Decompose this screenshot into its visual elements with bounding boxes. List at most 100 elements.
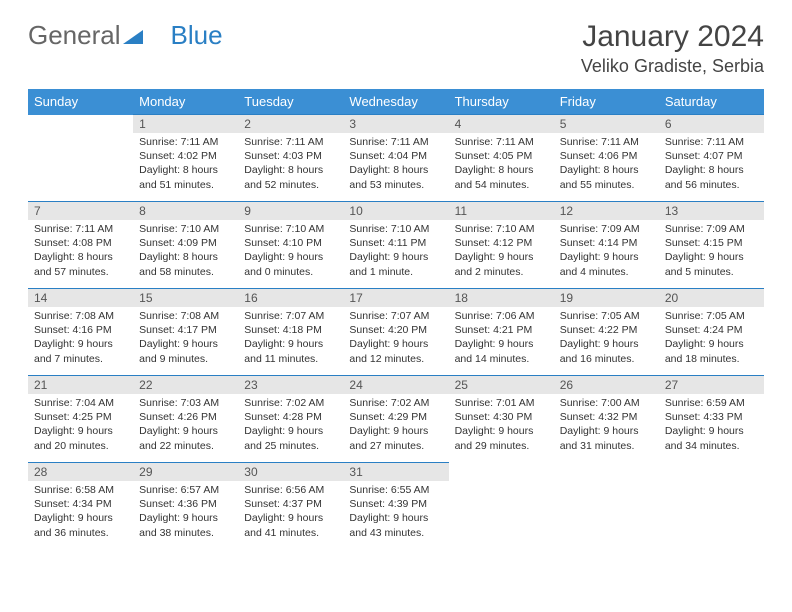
- calendar-head: SundayMondayTuesdayWednesdayThursdayFrid…: [28, 89, 764, 115]
- calendar-day-cell: 4Sunrise: 7:11 AMSunset: 4:05 PMDaylight…: [449, 115, 554, 202]
- day-details: Sunrise: 7:10 AMSunset: 4:11 PMDaylight:…: [343, 220, 448, 283]
- day-number: 9: [238, 202, 343, 220]
- calendar-day-cell: 23Sunrise: 7:02 AMSunset: 4:28 PMDayligh…: [238, 376, 343, 463]
- day-number: 31: [343, 463, 448, 481]
- day-details: Sunrise: 7:07 AMSunset: 4:20 PMDaylight:…: [343, 307, 448, 370]
- month-title: January 2024: [581, 20, 764, 54]
- day-number: 28: [28, 463, 133, 481]
- calendar-day-cell: 9Sunrise: 7:10 AMSunset: 4:10 PMDaylight…: [238, 202, 343, 289]
- day-details: Sunrise: 7:02 AMSunset: 4:28 PMDaylight:…: [238, 394, 343, 457]
- day-number: 26: [554, 376, 659, 394]
- day-details: Sunrise: 7:08 AMSunset: 4:16 PMDaylight:…: [28, 307, 133, 370]
- day-details: Sunrise: 6:57 AMSunset: 4:36 PMDaylight:…: [133, 481, 238, 544]
- day-number: 15: [133, 289, 238, 307]
- calendar-day-cell: 27Sunrise: 6:59 AMSunset: 4:33 PMDayligh…: [659, 376, 764, 463]
- day-details: Sunrise: 7:07 AMSunset: 4:18 PMDaylight:…: [238, 307, 343, 370]
- day-number: 16: [238, 289, 343, 307]
- logo-triangle-icon: [123, 20, 143, 51]
- calendar-day-cell: 22Sunrise: 7:03 AMSunset: 4:26 PMDayligh…: [133, 376, 238, 463]
- day-details: Sunrise: 7:11 AMSunset: 4:06 PMDaylight:…: [554, 133, 659, 196]
- day-number: 19: [554, 289, 659, 307]
- calendar-day-cell: 3Sunrise: 7:11 AMSunset: 4:04 PMDaylight…: [343, 115, 448, 202]
- day-number: 29: [133, 463, 238, 481]
- title-block: January 2024 Veliko Gradiste, Serbia: [581, 20, 764, 77]
- logo-text-2: Blue: [171, 20, 223, 51]
- day-details: Sunrise: 7:10 AMSunset: 4:10 PMDaylight:…: [238, 220, 343, 283]
- calendar-day-cell: 25Sunrise: 7:01 AMSunset: 4:30 PMDayligh…: [449, 376, 554, 463]
- day-number: 12: [554, 202, 659, 220]
- day-details: Sunrise: 7:11 AMSunset: 4:02 PMDaylight:…: [133, 133, 238, 196]
- calendar-day-cell: 29Sunrise: 6:57 AMSunset: 4:36 PMDayligh…: [133, 463, 238, 550]
- calendar-day-cell: [28, 115, 133, 202]
- calendar-day-cell: 2Sunrise: 7:11 AMSunset: 4:03 PMDaylight…: [238, 115, 343, 202]
- day-details: Sunrise: 7:04 AMSunset: 4:25 PMDaylight:…: [28, 394, 133, 457]
- location: Veliko Gradiste, Serbia: [581, 56, 764, 77]
- day-number: 4: [449, 115, 554, 133]
- calendar-day-cell: 30Sunrise: 6:56 AMSunset: 4:37 PMDayligh…: [238, 463, 343, 550]
- calendar-day-cell: 1Sunrise: 7:11 AMSunset: 4:02 PMDaylight…: [133, 115, 238, 202]
- day-number: 10: [343, 202, 448, 220]
- calendar-table: SundayMondayTuesdayWednesdayThursdayFrid…: [28, 89, 764, 549]
- calendar-day-cell: 11Sunrise: 7:10 AMSunset: 4:12 PMDayligh…: [449, 202, 554, 289]
- weekday-header: Friday: [554, 89, 659, 115]
- calendar-week-row: 28Sunrise: 6:58 AMSunset: 4:34 PMDayligh…: [28, 463, 764, 550]
- day-details: Sunrise: 7:03 AMSunset: 4:26 PMDaylight:…: [133, 394, 238, 457]
- day-number: 30: [238, 463, 343, 481]
- day-number: 23: [238, 376, 343, 394]
- weekday-header: Tuesday: [238, 89, 343, 115]
- day-details: Sunrise: 7:11 AMSunset: 4:08 PMDaylight:…: [28, 220, 133, 283]
- weekday-header: Monday: [133, 89, 238, 115]
- day-number: 18: [449, 289, 554, 307]
- day-details: Sunrise: 7:11 AMSunset: 4:03 PMDaylight:…: [238, 133, 343, 196]
- header: General Blue January 2024 Veliko Gradist…: [28, 20, 764, 77]
- day-details: Sunrise: 7:06 AMSunset: 4:21 PMDaylight:…: [449, 307, 554, 370]
- calendar-day-cell: 16Sunrise: 7:07 AMSunset: 4:18 PMDayligh…: [238, 289, 343, 376]
- day-number: 8: [133, 202, 238, 220]
- weekday-header: Wednesday: [343, 89, 448, 115]
- day-details: Sunrise: 7:11 AMSunset: 4:04 PMDaylight:…: [343, 133, 448, 196]
- day-number: 13: [659, 202, 764, 220]
- day-details: Sunrise: 7:05 AMSunset: 4:24 PMDaylight:…: [659, 307, 764, 370]
- calendar-day-cell: 18Sunrise: 7:06 AMSunset: 4:21 PMDayligh…: [449, 289, 554, 376]
- calendar-day-cell: [554, 463, 659, 550]
- calendar-day-cell: 24Sunrise: 7:02 AMSunset: 4:29 PMDayligh…: [343, 376, 448, 463]
- day-number: 21: [28, 376, 133, 394]
- calendar-day-cell: 26Sunrise: 7:00 AMSunset: 4:32 PMDayligh…: [554, 376, 659, 463]
- day-number: 25: [449, 376, 554, 394]
- day-details: Sunrise: 7:01 AMSunset: 4:30 PMDaylight:…: [449, 394, 554, 457]
- day-details: Sunrise: 7:10 AMSunset: 4:12 PMDaylight:…: [449, 220, 554, 283]
- day-number: 22: [133, 376, 238, 394]
- day-details: Sunrise: 6:56 AMSunset: 4:37 PMDaylight:…: [238, 481, 343, 544]
- day-details: Sunrise: 6:58 AMSunset: 4:34 PMDaylight:…: [28, 481, 133, 544]
- calendar-day-cell: 13Sunrise: 7:09 AMSunset: 4:15 PMDayligh…: [659, 202, 764, 289]
- calendar-day-cell: [449, 463, 554, 550]
- calendar-body: 1Sunrise: 7:11 AMSunset: 4:02 PMDaylight…: [28, 115, 764, 550]
- day-number: 1: [133, 115, 238, 133]
- calendar-day-cell: 10Sunrise: 7:10 AMSunset: 4:11 PMDayligh…: [343, 202, 448, 289]
- day-number: 7: [28, 202, 133, 220]
- calendar-day-cell: 8Sunrise: 7:10 AMSunset: 4:09 PMDaylight…: [133, 202, 238, 289]
- calendar-day-cell: 19Sunrise: 7:05 AMSunset: 4:22 PMDayligh…: [554, 289, 659, 376]
- logo: General Blue: [28, 20, 223, 51]
- day-details: Sunrise: 7:08 AMSunset: 4:17 PMDaylight:…: [133, 307, 238, 370]
- day-details: Sunrise: 7:05 AMSunset: 4:22 PMDaylight:…: [554, 307, 659, 370]
- day-number: 14: [28, 289, 133, 307]
- calendar-day-cell: 12Sunrise: 7:09 AMSunset: 4:14 PMDayligh…: [554, 202, 659, 289]
- weekday-header: Saturday: [659, 89, 764, 115]
- calendar-day-cell: 17Sunrise: 7:07 AMSunset: 4:20 PMDayligh…: [343, 289, 448, 376]
- day-number: 5: [554, 115, 659, 133]
- day-number: 17: [343, 289, 448, 307]
- calendar-day-cell: 6Sunrise: 7:11 AMSunset: 4:07 PMDaylight…: [659, 115, 764, 202]
- calendar-day-cell: 15Sunrise: 7:08 AMSunset: 4:17 PMDayligh…: [133, 289, 238, 376]
- day-details: Sunrise: 6:59 AMSunset: 4:33 PMDaylight:…: [659, 394, 764, 457]
- day-number: 3: [343, 115, 448, 133]
- day-details: Sunrise: 7:09 AMSunset: 4:15 PMDaylight:…: [659, 220, 764, 283]
- day-number: 11: [449, 202, 554, 220]
- calendar-day-cell: 7Sunrise: 7:11 AMSunset: 4:08 PMDaylight…: [28, 202, 133, 289]
- calendar-day-cell: 28Sunrise: 6:58 AMSunset: 4:34 PMDayligh…: [28, 463, 133, 550]
- calendar-day-cell: 5Sunrise: 7:11 AMSunset: 4:06 PMDaylight…: [554, 115, 659, 202]
- day-number: 2: [238, 115, 343, 133]
- calendar-day-cell: 20Sunrise: 7:05 AMSunset: 4:24 PMDayligh…: [659, 289, 764, 376]
- day-number: 6: [659, 115, 764, 133]
- day-details: Sunrise: 7:00 AMSunset: 4:32 PMDaylight:…: [554, 394, 659, 457]
